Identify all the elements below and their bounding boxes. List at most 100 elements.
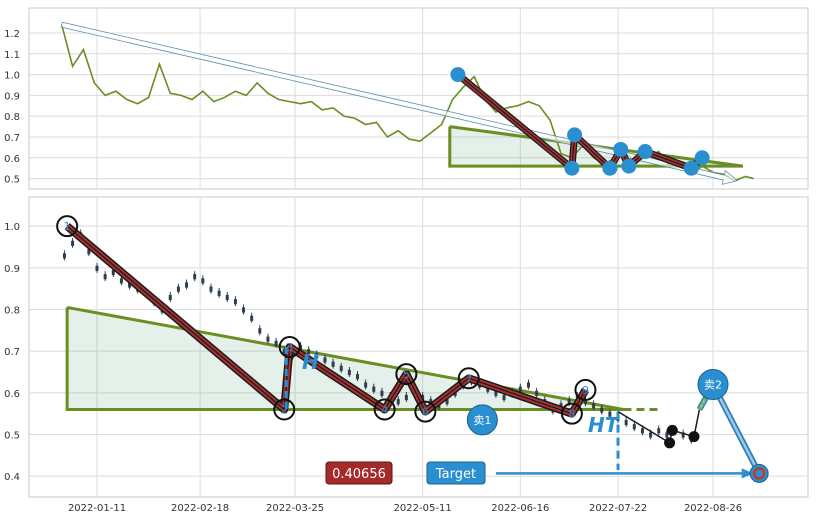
target-value-box bbox=[325, 461, 393, 485]
candle-body bbox=[168, 294, 172, 301]
main-pattern-points: 1 2 3 4 5 6 7 89 bbox=[56, 215, 597, 425]
candle-body bbox=[396, 399, 400, 405]
target-value-text: 0.40656 bbox=[332, 467, 386, 482]
pattern-point-label: 4 bbox=[381, 404, 388, 417]
target-marker-ring bbox=[752, 467, 766, 480]
main-wedge-lower-line bbox=[65, 307, 624, 411]
overview-y-ticks: 0.5 0.6 0.7 0.8 0.9 1.0 1.1 1.2 bbox=[4, 29, 20, 186]
pattern-point-label: 9 bbox=[582, 384, 589, 397]
overview-pivot-dot bbox=[637, 144, 653, 160]
candle-body bbox=[274, 340, 278, 346]
overview-pivot-dot bbox=[694, 150, 710, 166]
x-tick-label: 2022-01-11 bbox=[68, 503, 126, 514]
candle-body bbox=[681, 432, 685, 438]
pattern-point-circle bbox=[395, 363, 418, 386]
overview-y-tick-label: 1.0 bbox=[4, 71, 20, 82]
target-value-badge: 0.40656 bbox=[325, 461, 393, 485]
candle-body bbox=[315, 353, 319, 359]
sell-marker-label: 卖1 bbox=[473, 414, 491, 427]
candle-body bbox=[87, 249, 91, 255]
pattern-point-circle bbox=[373, 398, 396, 421]
pattern-point-circle bbox=[457, 367, 480, 390]
pattern-point-label: 7 bbox=[465, 372, 472, 385]
candle-body bbox=[217, 290, 221, 296]
main-y-tick-label: 0.5 bbox=[4, 431, 20, 442]
candle-body bbox=[640, 428, 644, 434]
main-x-ticks: 2022-01-11 2022-02-18 2022-03-25 2022-05-11… bbox=[68, 503, 742, 514]
candle-body bbox=[364, 382, 368, 388]
candle-body bbox=[608, 411, 612, 417]
overview-wedge-lower-line bbox=[448, 126, 743, 168]
projection-dot bbox=[664, 437, 676, 449]
ht-label: HT bbox=[588, 413, 620, 437]
overview-y-tick-label: 0.7 bbox=[4, 133, 20, 144]
candle-body bbox=[282, 349, 286, 355]
overview-y-tick-label: 0.8 bbox=[4, 112, 20, 123]
candle-body bbox=[494, 390, 498, 396]
candle-body bbox=[176, 286, 180, 292]
candle-body bbox=[665, 432, 669, 438]
candle-body bbox=[71, 240, 75, 246]
candle-body bbox=[486, 386, 490, 392]
candle-body bbox=[600, 407, 604, 413]
candle-body bbox=[103, 274, 107, 280]
main-y-tick-label: 0.9 bbox=[4, 264, 20, 275]
main-y-tick-label: 0.6 bbox=[4, 389, 20, 400]
main-y-ticks: 0.4 0.5 0.6 0.7 0.8 0.9 1.0 bbox=[4, 222, 20, 483]
main-frame bbox=[28, 196, 809, 498]
main-wedge-upper-line bbox=[66, 305, 624, 411]
overview-trend-arrow bbox=[60, 21, 739, 185]
candle-body bbox=[518, 386, 522, 392]
x-tick-label: 2022-06-16 bbox=[491, 503, 549, 514]
candle-body bbox=[632, 424, 636, 430]
x-tick-label: 2022-03-25 bbox=[266, 503, 324, 514]
overview-pivot-dot bbox=[450, 67, 466, 83]
sell-marker-label: 卖2 bbox=[704, 379, 722, 392]
pattern-point-label: 6 bbox=[422, 406, 429, 419]
main-pattern-line bbox=[64, 223, 589, 418]
x-tick-label: 2022-07-22 bbox=[589, 503, 647, 514]
overview-pivot-dot bbox=[567, 127, 583, 143]
pattern-point-label: 5 bbox=[403, 368, 410, 381]
candle-body bbox=[225, 294, 229, 301]
pattern-point-circle bbox=[560, 402, 583, 425]
candle-body bbox=[445, 399, 449, 405]
candle-body bbox=[380, 390, 384, 396]
overview-panel: 0.5 0.6 0.7 0.8 0.9 1.0 1.1 1.2 bbox=[4, 7, 809, 190]
target-label-box bbox=[426, 461, 486, 485]
projection-dot bbox=[666, 424, 678, 436]
candle-body bbox=[62, 253, 66, 259]
candle-body bbox=[233, 299, 237, 305]
overview-pivot-dot bbox=[683, 160, 699, 176]
main-y-tick-label: 0.7 bbox=[4, 347, 20, 358]
pattern-point-circle bbox=[414, 400, 437, 423]
pattern-point-circle bbox=[278, 336, 301, 358]
candle-body bbox=[307, 349, 311, 355]
candle-body bbox=[185, 282, 189, 288]
main-y-tick-label: 0.8 bbox=[4, 306, 20, 317]
pattern-point-circle bbox=[273, 398, 296, 421]
overview-pivot-dot bbox=[564, 160, 580, 176]
candle-body bbox=[201, 278, 205, 284]
overview-y-tick-label: 0.5 bbox=[4, 175, 20, 186]
main-wedge-area bbox=[65, 305, 662, 411]
candle-body bbox=[356, 374, 360, 380]
main-y-tick-label: 0.4 bbox=[4, 472, 20, 483]
candle-body bbox=[624, 419, 628, 426]
candle-body bbox=[339, 365, 343, 371]
candle-body bbox=[323, 357, 327, 363]
projection-dot bbox=[688, 431, 700, 443]
candle-body bbox=[649, 432, 653, 438]
h-label: H bbox=[302, 350, 319, 374]
main-grid bbox=[29, 197, 808, 497]
candle-body bbox=[535, 390, 539, 396]
candle-body bbox=[372, 386, 376, 392]
overview-pivot-dot bbox=[602, 160, 618, 176]
candle-body bbox=[502, 394, 506, 401]
x-tick-label: 2022-02-18 bbox=[171, 503, 229, 514]
candle-body bbox=[429, 399, 433, 405]
candle-body bbox=[404, 394, 408, 401]
sell-marker-circle bbox=[697, 369, 729, 400]
candle-body bbox=[95, 265, 99, 271]
